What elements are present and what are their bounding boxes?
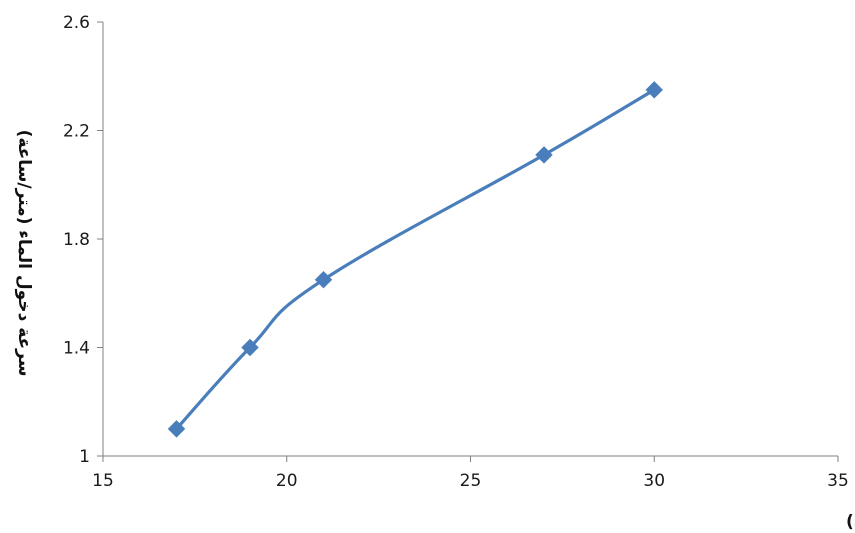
y-tick-label: 2.6 bbox=[63, 13, 90, 33]
y-tick-label: 1.8 bbox=[63, 230, 90, 250]
x-tick-label: 15 bbox=[92, 471, 114, 491]
y-axis-title: سرعة دخول الماء (متر/ساعة) bbox=[14, 130, 34, 377]
data-point-marker bbox=[535, 146, 553, 164]
y-tick-label: 1.4 bbox=[63, 339, 90, 359]
x-tick-label: 25 bbox=[460, 471, 482, 491]
data-point-marker bbox=[314, 270, 333, 289]
y-axis-ticks: 1 1.4 1.8 2.2 2.6 bbox=[63, 13, 103, 467]
series-layer bbox=[174, 88, 656, 431]
x-axis-ticks: 15 20 25 30 35 bbox=[92, 456, 849, 491]
axes bbox=[102, 22, 838, 457]
x-tick-label: 35 bbox=[827, 471, 849, 491]
y-tick-label: 2.2 bbox=[63, 122, 90, 142]
x-axis-title: زمن إلتقاط الماقنيتيت (دقيقة) bbox=[846, 512, 855, 532]
series-line bbox=[174, 88, 656, 431]
data-point-marker bbox=[645, 81, 663, 99]
data-point-marker bbox=[167, 420, 186, 438]
x-tick-label: 20 bbox=[276, 471, 298, 491]
marker-layer bbox=[167, 81, 663, 438]
y-tick-label: 1 bbox=[79, 447, 90, 467]
data-point-marker bbox=[241, 338, 259, 357]
x-tick-label: 30 bbox=[643, 471, 665, 491]
